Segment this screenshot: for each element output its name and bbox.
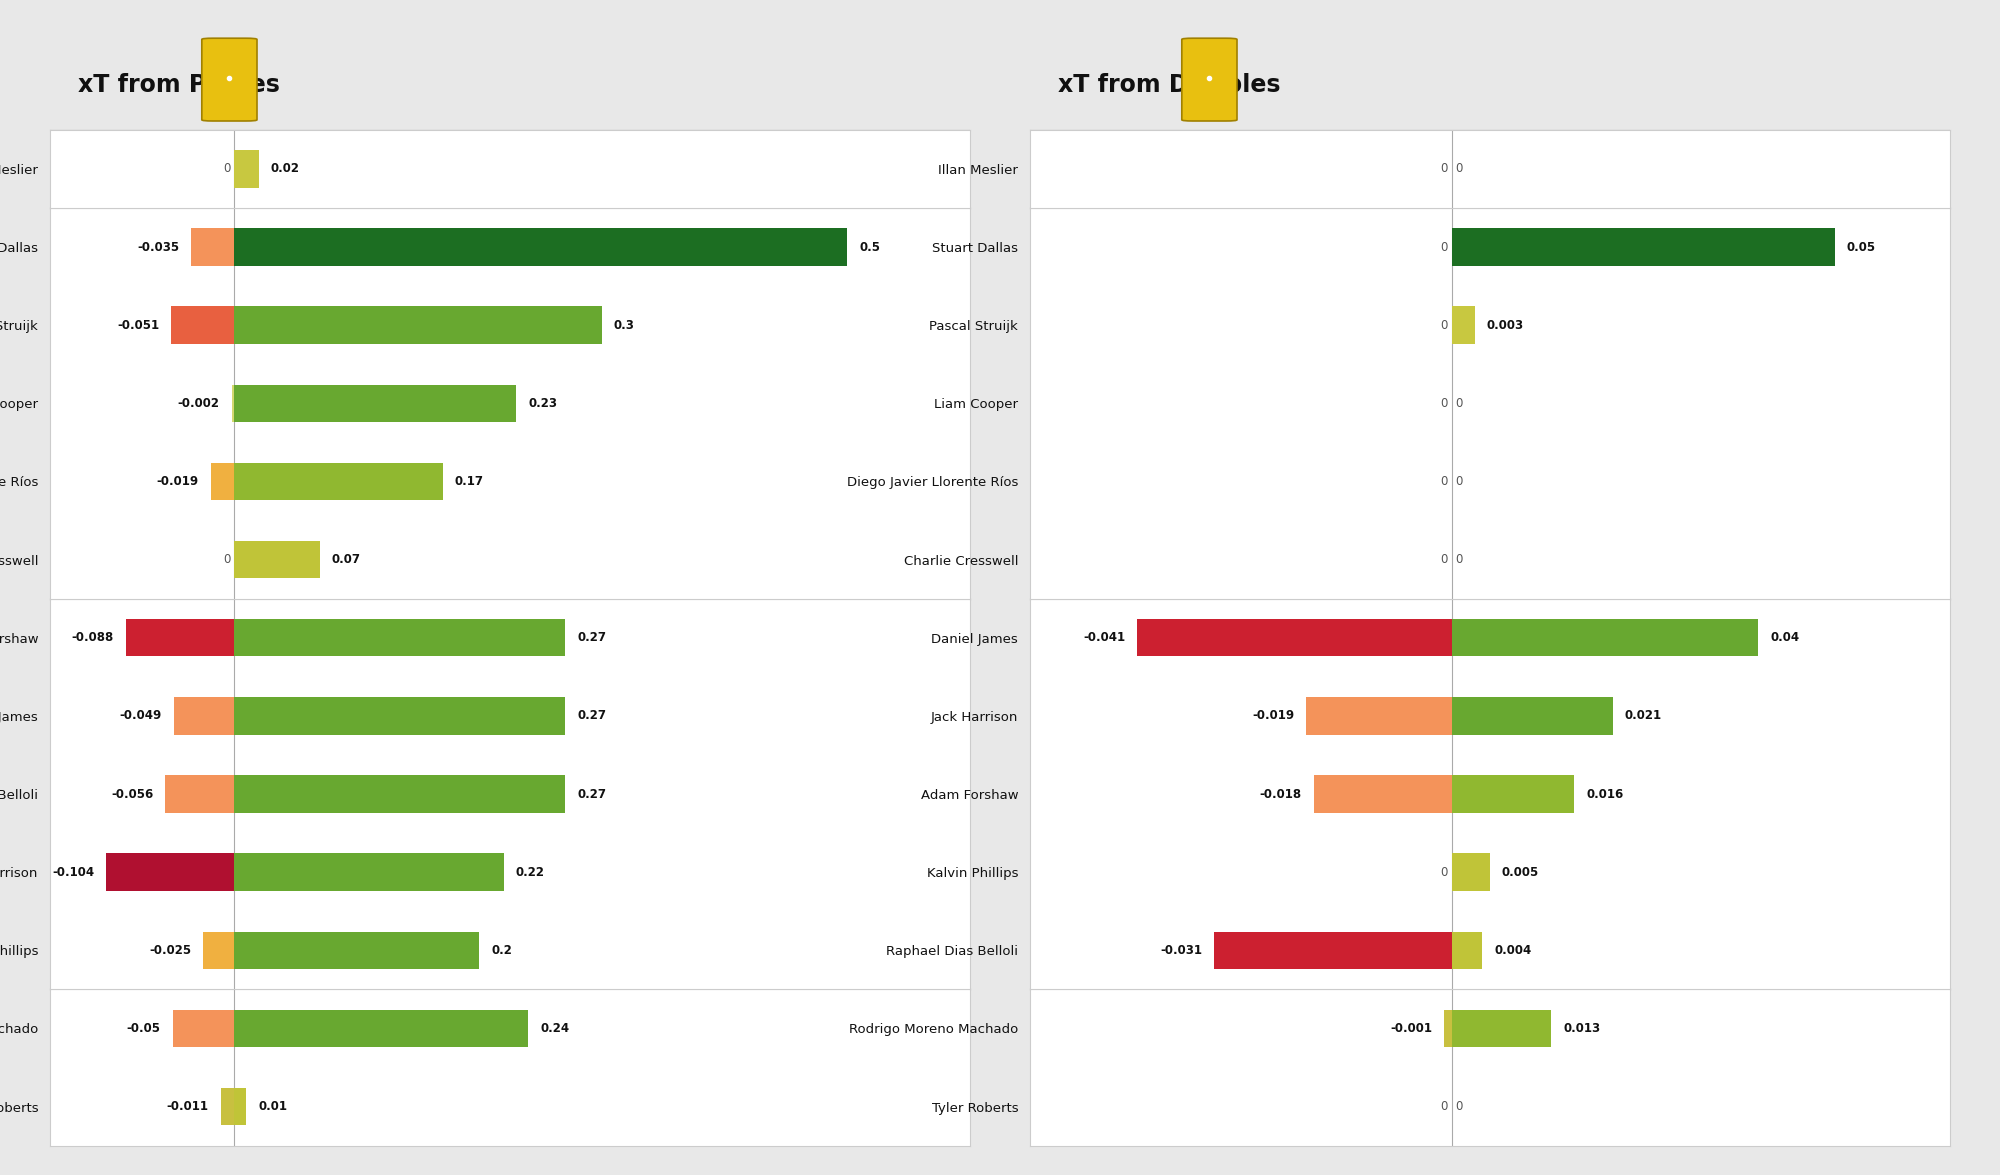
Bar bbox=[1452, 307, 1474, 344]
Bar bbox=[234, 1088, 246, 1126]
Text: 0.22: 0.22 bbox=[516, 866, 544, 879]
Bar bbox=[1452, 1009, 1552, 1047]
Text: 0: 0 bbox=[1440, 553, 1448, 566]
Text: 0: 0 bbox=[1440, 397, 1448, 410]
Bar bbox=[204, 932, 234, 969]
Bar bbox=[1452, 932, 1482, 969]
Text: 0.05: 0.05 bbox=[1846, 241, 1876, 254]
Text: 0.004: 0.004 bbox=[1494, 944, 1532, 956]
Text: -0.041: -0.041 bbox=[1084, 631, 1126, 644]
Text: 0: 0 bbox=[1440, 318, 1448, 331]
Text: -0.001: -0.001 bbox=[1390, 1022, 1432, 1035]
Bar bbox=[234, 384, 516, 422]
Text: 0: 0 bbox=[1440, 866, 1448, 879]
Bar bbox=[1452, 776, 1574, 813]
FancyBboxPatch shape bbox=[1182, 39, 1236, 121]
Text: 0.013: 0.013 bbox=[1564, 1022, 1600, 1035]
Bar bbox=[234, 619, 566, 657]
Text: 0: 0 bbox=[1440, 162, 1448, 175]
Text: -0.035: -0.035 bbox=[136, 241, 180, 254]
Bar bbox=[1452, 619, 1758, 657]
Text: -0.051: -0.051 bbox=[118, 318, 160, 331]
Text: -0.056: -0.056 bbox=[112, 787, 154, 800]
Text: 0.5: 0.5 bbox=[860, 241, 880, 254]
Text: 0.27: 0.27 bbox=[578, 787, 606, 800]
Bar bbox=[192, 228, 234, 266]
Bar bbox=[232, 384, 234, 422]
Text: 0.3: 0.3 bbox=[614, 318, 634, 331]
Text: 0.2: 0.2 bbox=[492, 944, 512, 956]
Text: 0.07: 0.07 bbox=[332, 553, 360, 566]
Bar bbox=[1452, 228, 1836, 266]
Text: -0.018: -0.018 bbox=[1260, 787, 1302, 800]
Bar bbox=[234, 228, 848, 266]
Text: 0: 0 bbox=[1456, 162, 1462, 175]
Text: 0: 0 bbox=[1456, 1100, 1462, 1113]
Text: 0.17: 0.17 bbox=[454, 475, 484, 488]
Text: 0: 0 bbox=[1456, 397, 1462, 410]
Bar bbox=[1444, 1009, 1452, 1047]
Text: 0: 0 bbox=[1440, 241, 1448, 254]
Bar bbox=[172, 1009, 234, 1047]
Text: 0: 0 bbox=[224, 162, 230, 175]
Bar bbox=[234, 307, 602, 344]
Bar bbox=[1314, 776, 1452, 813]
Bar bbox=[1452, 697, 1612, 734]
Text: 0: 0 bbox=[1440, 475, 1448, 488]
Text: -0.049: -0.049 bbox=[120, 710, 162, 723]
Text: -0.011: -0.011 bbox=[166, 1100, 208, 1113]
Text: 0: 0 bbox=[224, 553, 230, 566]
Bar bbox=[172, 307, 234, 344]
Bar bbox=[234, 776, 566, 813]
Text: -0.019: -0.019 bbox=[156, 475, 198, 488]
Text: -0.031: -0.031 bbox=[1160, 944, 1202, 956]
Text: 0.005: 0.005 bbox=[1502, 866, 1540, 879]
Bar bbox=[1138, 619, 1452, 657]
Text: 0.02: 0.02 bbox=[270, 162, 300, 175]
Bar bbox=[166, 776, 234, 813]
Bar bbox=[174, 697, 234, 734]
Text: 0.01: 0.01 bbox=[258, 1100, 288, 1113]
Bar bbox=[234, 697, 566, 734]
Bar bbox=[106, 853, 234, 891]
Text: 0: 0 bbox=[1456, 553, 1462, 566]
Bar bbox=[234, 150, 258, 188]
Bar bbox=[234, 1009, 528, 1047]
Bar bbox=[234, 540, 320, 578]
Bar bbox=[234, 932, 480, 969]
Text: -0.088: -0.088 bbox=[72, 631, 114, 644]
Text: -0.104: -0.104 bbox=[52, 866, 94, 879]
Bar bbox=[1452, 853, 1490, 891]
Text: -0.019: -0.019 bbox=[1252, 710, 1294, 723]
Text: 0.04: 0.04 bbox=[1770, 631, 1800, 644]
Text: 0.27: 0.27 bbox=[578, 710, 606, 723]
Text: 0: 0 bbox=[1440, 1100, 1448, 1113]
Text: 0: 0 bbox=[1456, 475, 1462, 488]
Bar bbox=[210, 463, 234, 501]
Bar bbox=[234, 463, 442, 501]
Text: 0.021: 0.021 bbox=[1624, 710, 1662, 723]
Text: 0.27: 0.27 bbox=[578, 631, 606, 644]
Bar bbox=[234, 853, 504, 891]
Text: -0.025: -0.025 bbox=[150, 944, 192, 956]
Text: -0.05: -0.05 bbox=[126, 1022, 160, 1035]
Bar bbox=[220, 1088, 234, 1126]
Bar bbox=[126, 619, 234, 657]
Text: 0.003: 0.003 bbox=[1486, 318, 1524, 331]
Text: xT from Dribbles: xT from Dribbles bbox=[1058, 73, 1280, 96]
Text: 0.23: 0.23 bbox=[528, 397, 558, 410]
Text: 0.016: 0.016 bbox=[1586, 787, 1624, 800]
Text: -0.002: -0.002 bbox=[178, 397, 220, 410]
Text: 0.24: 0.24 bbox=[540, 1022, 570, 1035]
FancyBboxPatch shape bbox=[202, 39, 256, 121]
Bar bbox=[1306, 697, 1452, 734]
Bar bbox=[1214, 932, 1452, 969]
Text: xT from Passes: xT from Passes bbox=[78, 73, 280, 96]
